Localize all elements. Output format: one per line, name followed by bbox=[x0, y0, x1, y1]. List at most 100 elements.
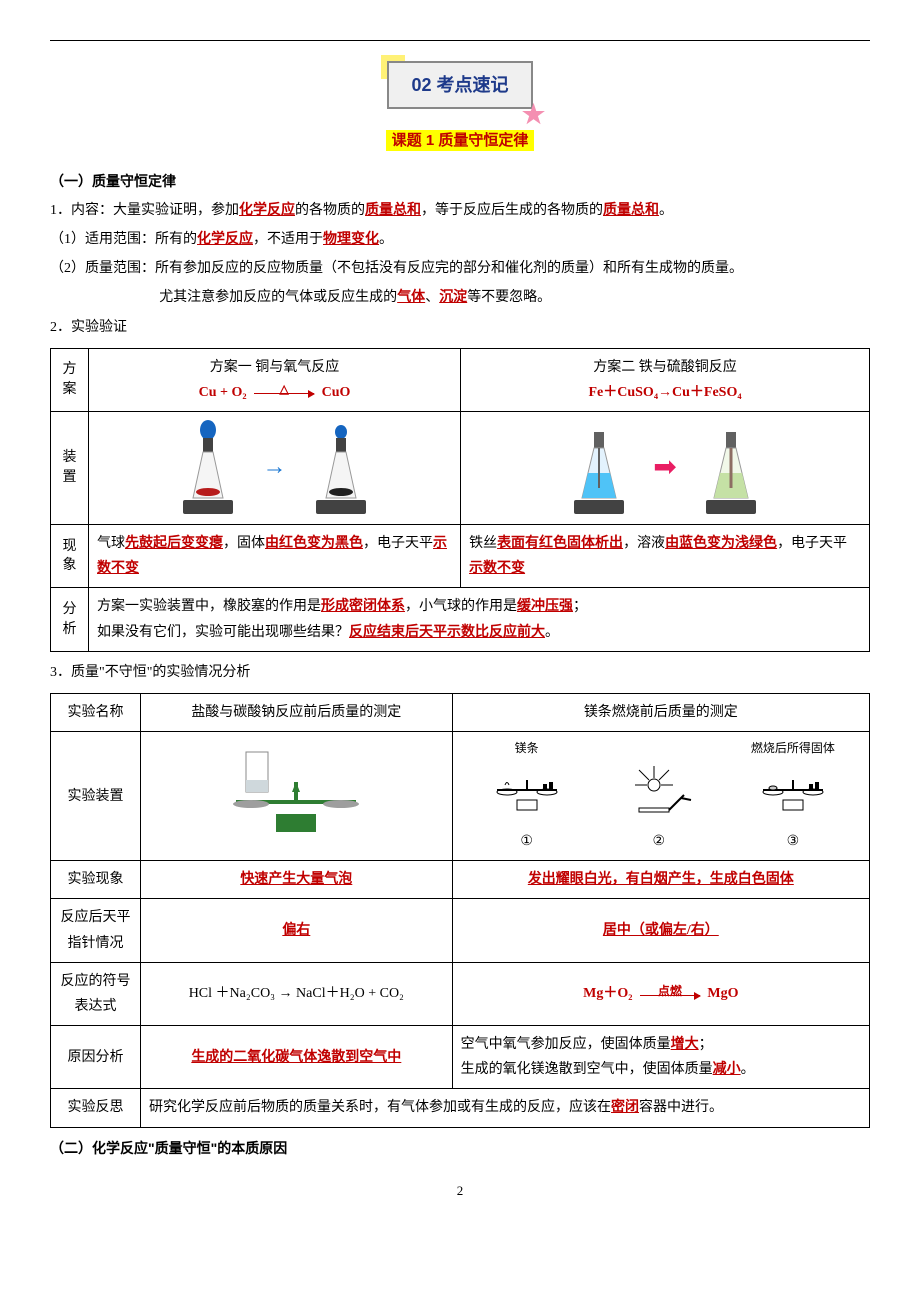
flask-after-icon bbox=[296, 418, 386, 518]
table-2: 实验名称 盐酸与碳酸钠反应前后质量的测定 镁条燃烧前后质量的测定 实验装置 镁条 bbox=[50, 693, 870, 1128]
t1-r1c1: 方案 bbox=[51, 348, 89, 411]
table-row: 实验反思 研究化学反应前后物质的质量关系时，有气体参加或有生成的反应，应该在密闭… bbox=[51, 1089, 870, 1127]
t: 方案二 铁与硫酸铜反应 bbox=[469, 355, 861, 380]
section3-heading: （二）化学反应"质量守恒"的本质原因 bbox=[50, 1136, 870, 1161]
star-icon: ★ bbox=[519, 91, 549, 121]
page-number: 2 bbox=[50, 1179, 870, 1202]
t: 气体 bbox=[397, 290, 425, 305]
t: 。 bbox=[379, 232, 393, 247]
t2-r4c2: 偏右 bbox=[141, 899, 453, 962]
s1-p5: 2．实验验证 bbox=[50, 315, 870, 340]
mg-step3: 燃烧后所得固体 ③ bbox=[751, 738, 835, 854]
t: 、 bbox=[425, 290, 439, 305]
t1-r1c2: 方案一 铜与氧气反应 Cu + O₂ △ CuO bbox=[89, 348, 461, 411]
t: ① bbox=[487, 829, 567, 854]
t: CuO bbox=[322, 385, 351, 400]
t: ，不适用于 bbox=[253, 232, 323, 247]
mg-step1: 镁条 ① bbox=[487, 738, 567, 854]
t: 表面有红色固体析出 bbox=[497, 536, 623, 551]
t2-r6c1: 原因分析 bbox=[51, 1026, 141, 1089]
burning-icon bbox=[619, 760, 699, 820]
t: 。 bbox=[659, 203, 673, 218]
t: 表达式 bbox=[75, 999, 117, 1014]
table-row: 实验现象 快速产生大量气泡 发出耀眼白光，有白烟产生，生成白色固体 bbox=[51, 861, 870, 899]
t2-r5c2: HCl ＋Na₂CO₃ → NaCl＋H₂O + CO₂ bbox=[141, 962, 453, 1025]
table-row: 反应的符号 表达式 HCl ＋Na₂CO₃ → NaCl＋H₂O + CO₂ M… bbox=[51, 962, 870, 1025]
t2-r3c1: 实验现象 bbox=[51, 861, 141, 899]
t: 方案一实验装置中，橡胶塞的作用是 bbox=[97, 599, 321, 614]
s1-p3: （2）质量范围：所有参加反应的反应物质量（不包括没有反应完的部分和催化剂的质量）… bbox=[50, 256, 870, 281]
t: 快速产生大量气泡 bbox=[240, 872, 352, 887]
t1-r3c1: 现象 bbox=[51, 525, 89, 588]
t2-r2c1: 实验装置 bbox=[51, 732, 141, 861]
balance-scale-icon bbox=[216, 742, 376, 842]
t: 的各物质的 bbox=[295, 203, 365, 218]
t: 偏右 bbox=[282, 923, 310, 938]
t: 镁条 bbox=[487, 738, 567, 760]
t: 由蓝色变为浅绿色 bbox=[665, 536, 777, 551]
t: 质量总和 bbox=[365, 203, 421, 218]
t2-r6c3: 空气中氧气参加反应，使固体质量增大； 生成的氧化镁逸散到空气中，使固体质量减小。 bbox=[452, 1026, 869, 1089]
t: Mg＋O₂ bbox=[583, 986, 632, 1001]
t: 质量总和 bbox=[603, 203, 659, 218]
t: 反应结束后天平示数比反应前大 bbox=[349, 625, 545, 640]
t: ③ bbox=[751, 829, 835, 854]
t: 等不要忽略。 bbox=[467, 290, 551, 305]
t1-r2c3: ➡ bbox=[461, 412, 870, 525]
table-row: 反应后天平 指针情况 偏右 居中（或偏左/右） bbox=[51, 899, 870, 962]
t2-r6c2: 生成的二氧化碳气体逸散到空气中 bbox=[141, 1026, 453, 1089]
t1-r2c2: → bbox=[89, 412, 461, 525]
t1-r3c3: 铁丝表面有红色固体析出，溶液由蓝色变为浅绿色，电子天平示数不变 bbox=[461, 525, 870, 588]
table-1: 方案 方案一 铜与氧气反应 Cu + O₂ △ CuO 方案二 铁与硫酸铜反应 … bbox=[50, 348, 870, 652]
t2-r5c3: Mg＋O₂ 点燃 MgO bbox=[452, 962, 869, 1025]
t2-r4c3: 居中（或偏左/右） bbox=[452, 899, 869, 962]
t: 化学反应 bbox=[197, 232, 253, 247]
arrow-icon: △ bbox=[254, 393, 314, 394]
t: 形成密闭体系 bbox=[321, 599, 405, 614]
t2-h1: 实验名称 bbox=[51, 694, 141, 732]
t: 1．内容：大量实验证明，参加 bbox=[50, 203, 239, 218]
s1-p4: 尤其注意参加反应的气体或反应生成的气体、沉淀等不要忽略。 bbox=[50, 285, 870, 310]
t: 先鼓起后变变瘪 bbox=[125, 536, 223, 551]
mg-step2: ② bbox=[619, 760, 699, 854]
t2-r7c1: 实验反思 bbox=[51, 1089, 141, 1127]
t: 居中（或偏左/右） bbox=[603, 923, 719, 938]
t: 化学反应 bbox=[239, 203, 295, 218]
table-row: 原因分析 生成的二氧化碳气体逸散到空气中 空气中氧气参加反应，使固体质量增大； … bbox=[51, 1026, 870, 1089]
balance-icon bbox=[487, 760, 567, 820]
t: 如果没有它们，实验可能出现哪些结果？ bbox=[97, 625, 349, 640]
t: 生成的二氧化碳气体逸散到空气中 bbox=[191, 1050, 401, 1065]
s1-p1: 1．内容：大量实验证明，参加化学反应的各物质的质量总和，等于反应后生成的各物质的… bbox=[50, 198, 870, 223]
t: ； bbox=[699, 1037, 713, 1052]
t2-r2c2 bbox=[141, 732, 453, 861]
eq3: Mg＋O₂ 点燃 MgO bbox=[583, 986, 738, 1001]
t2-r3c2: 快速产生大量气泡 bbox=[141, 861, 453, 899]
table-row: 实验装置 镁条 bbox=[51, 732, 870, 861]
t: 。 bbox=[545, 625, 559, 640]
t2-r2c3: 镁条 ① bbox=[452, 732, 869, 861]
arrow-icon: → bbox=[263, 454, 287, 480]
t: 研究化学反应前后物质的质量关系时，有气体参加或有生成的反应，应该在 bbox=[149, 1100, 611, 1115]
t: 铁丝 bbox=[469, 536, 497, 551]
t: MgO bbox=[707, 986, 738, 1001]
t: ，固体 bbox=[223, 536, 265, 551]
t1-r3c2: 气球先鼓起后变变瘪，固体由红色变为黑色，电子天平示数不变 bbox=[89, 525, 461, 588]
t: 生成的氧化镁逸散到空气中，使固体质量 bbox=[461, 1062, 713, 1077]
s1-p2: （1）适用范围：所有的化学反应，不适用于物理变化。 bbox=[50, 227, 870, 252]
t1-r2c1: 装置 bbox=[51, 412, 89, 525]
t: 指针情况 bbox=[68, 936, 124, 951]
t1-r4c2: 方案一实验装置中，橡胶塞的作用是形成密闭体系，小气球的作用是缓冲压强； 如果没有… bbox=[89, 588, 870, 651]
balance-icon bbox=[753, 760, 833, 820]
t: 尤其注意参加反应的气体或反应生成的 bbox=[159, 290, 397, 305]
t: Cu + O₂ bbox=[199, 385, 247, 400]
arrow-icon: 点燃 bbox=[640, 995, 700, 996]
t2-r4c1: 反应后天平 指针情况 bbox=[51, 899, 141, 962]
top-rule bbox=[50, 40, 870, 41]
t2-h3: 镁条燃烧前后质量的测定 bbox=[452, 694, 869, 732]
t: 点燃 bbox=[640, 981, 700, 1003]
t: 缓冲压强 bbox=[517, 599, 573, 614]
t: ② bbox=[619, 829, 699, 854]
table-row: 实验名称 盐酸与碳酸钠反应前后质量的测定 镁条燃烧前后质量的测定 bbox=[51, 694, 870, 732]
table-row: 装置 → bbox=[51, 412, 870, 525]
t: 增大 bbox=[671, 1037, 699, 1052]
